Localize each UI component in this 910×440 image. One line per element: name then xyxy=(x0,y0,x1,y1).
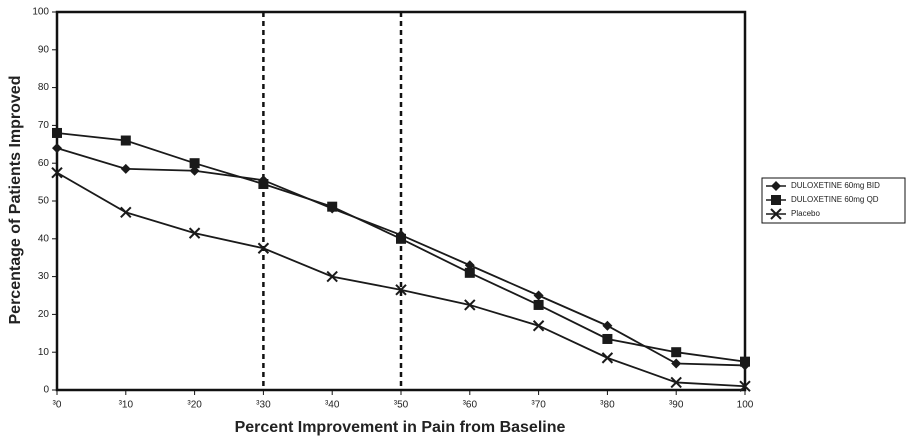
x-tick-label: ³50 xyxy=(394,400,409,411)
x-tick-label: ³20 xyxy=(187,400,202,411)
marker-square xyxy=(327,201,338,212)
y-tick-label: 80 xyxy=(38,82,50,93)
x-tick-label: ³60 xyxy=(463,400,478,411)
x-tick-label: ³0 xyxy=(53,400,62,411)
x-tick-label: ³40 xyxy=(325,400,340,411)
marker-x xyxy=(120,206,132,219)
marker-x xyxy=(51,166,63,179)
y-axis-title: Percentage of Patients Improved xyxy=(7,76,24,325)
y-tick-label: 30 xyxy=(38,271,50,282)
marker-diamond xyxy=(120,163,131,174)
marker-square xyxy=(602,333,613,344)
y-tick-label: 100 xyxy=(32,7,49,18)
legend-marker xyxy=(771,181,781,191)
marker-x xyxy=(326,270,338,283)
marker-square xyxy=(120,135,131,146)
y-tick-label: 10 xyxy=(38,347,50,358)
y-tick-label: 60 xyxy=(38,158,50,169)
marker-x xyxy=(188,227,201,239)
marker-x xyxy=(739,380,751,392)
marker-square xyxy=(396,233,406,244)
x-tick-label: ³80 xyxy=(600,400,615,411)
marker-square xyxy=(671,347,682,358)
legend-marker xyxy=(771,195,781,205)
y-tick-label: 90 xyxy=(38,44,50,55)
marker-diamond xyxy=(52,143,62,154)
marker-square xyxy=(464,267,475,278)
y-tick-label: 40 xyxy=(38,233,50,244)
marker-x xyxy=(532,320,545,332)
legend-marker xyxy=(770,208,782,220)
marker-diamond xyxy=(189,165,200,176)
marker-square xyxy=(740,356,750,367)
marker-square xyxy=(189,158,200,169)
x-axis-title: Percent Improvement in Pain from Baselin… xyxy=(235,419,566,436)
legend-label: DULOXETINE 60mg BID xyxy=(791,181,880,190)
marker-x xyxy=(601,352,614,364)
y-tick-label: 50 xyxy=(38,196,50,207)
marker-x xyxy=(395,284,407,296)
y-tick-label: 70 xyxy=(38,120,50,131)
marker-x xyxy=(257,242,270,254)
x-tick-label: ³10 xyxy=(119,400,134,411)
marker-square xyxy=(533,299,544,310)
marker-x xyxy=(464,299,476,311)
x-tick-label: ³70 xyxy=(531,400,546,411)
marker-diamond xyxy=(464,260,475,271)
marker-x xyxy=(670,376,682,389)
marker-square xyxy=(258,178,269,189)
x-tick-label: 100 xyxy=(737,400,754,411)
legend-label: Placebo xyxy=(791,209,820,218)
x-tick-label: ³90 xyxy=(669,400,684,411)
x-tick-label: ³30 xyxy=(256,400,271,411)
legend-label: DULOXETINE 60mg QD xyxy=(791,195,879,204)
y-tick-label: 0 xyxy=(43,385,49,396)
marker-diamond xyxy=(602,320,613,331)
marker-diamond xyxy=(671,358,682,369)
y-tick-label: 20 xyxy=(38,309,50,320)
marker-square xyxy=(52,127,62,138)
marker-diamond xyxy=(533,290,544,301)
